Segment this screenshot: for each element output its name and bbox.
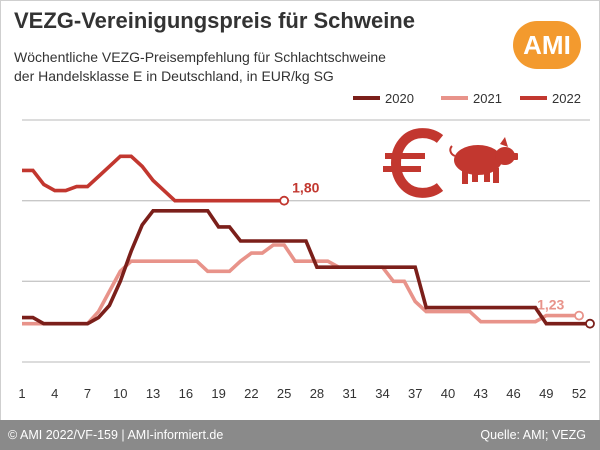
source-text: Quelle: AMI; VEZG bbox=[480, 428, 586, 442]
chart-title: VEZG-Vereinigungspreis für Schweine bbox=[14, 8, 415, 33]
end-marker-2020 bbox=[585, 318, 595, 329]
series-line-2020 bbox=[22, 209, 590, 326]
footer-bar: © AMI 2022/VF-159 | AMI-informiert.de Qu… bbox=[0, 420, 600, 450]
series-lines bbox=[22, 154, 590, 326]
end-marker-2022 bbox=[279, 195, 290, 206]
end-marker-2021 bbox=[574, 310, 584, 321]
copyright-text: © AMI 2022/VF-159 | AMI-informiert.de bbox=[8, 428, 224, 442]
ami-logo: AMI bbox=[513, 21, 581, 69]
x-tick-label-28: 28 bbox=[310, 386, 324, 401]
x-tick-label-31: 31 bbox=[342, 386, 356, 401]
x-tick-label-1: 1 bbox=[18, 386, 25, 401]
subtitle-line-2: der Handelsklasse E in Deutschland, in E… bbox=[14, 68, 334, 84]
annotations: 1,80 1,23 bbox=[292, 180, 564, 313]
series-line-2021 bbox=[22, 243, 580, 326]
x-tick-label-10: 10 bbox=[113, 386, 127, 401]
x-tick-label-7: 7 bbox=[84, 386, 91, 401]
x-tick-label-4: 4 bbox=[51, 386, 58, 401]
legend-label-2021: 2021 bbox=[473, 91, 502, 106]
series-line-2022 bbox=[22, 154, 285, 203]
x-tick-label-25: 25 bbox=[277, 386, 291, 401]
x-tick-label-46: 46 bbox=[506, 386, 520, 401]
x-tick-label-43: 43 bbox=[474, 386, 488, 401]
x-tick-label-19: 19 bbox=[211, 386, 225, 401]
x-tick-label-49: 49 bbox=[539, 386, 553, 401]
legend-label-2022: 2022 bbox=[552, 91, 581, 106]
annotation-2021: 1,23 bbox=[537, 297, 564, 313]
chart-subtitle: Wöchentliche VEZG-Preisempfehlung für Sc… bbox=[14, 48, 414, 86]
pig-icon bbox=[449, 137, 518, 184]
x-tick-label-40: 40 bbox=[441, 386, 455, 401]
x-tick-label-13: 13 bbox=[146, 386, 160, 401]
x-axis-ticks: 1 4 7 10 13 16 19 22 25 28 31 34 37 40 43 46 49 52 bbox=[18, 386, 586, 401]
x-tick-label-16: 16 bbox=[179, 386, 193, 401]
legend: 2020 2021 2022 bbox=[353, 91, 581, 106]
x-tick-label-52: 52 bbox=[572, 386, 586, 401]
end-markers bbox=[279, 195, 595, 329]
x-tick-label-34: 34 bbox=[375, 386, 389, 401]
x-tick-label-37: 37 bbox=[408, 386, 422, 401]
annotation-2022: 1,80 bbox=[292, 180, 319, 196]
x-tick-label-22: 22 bbox=[244, 386, 258, 401]
euro-icon bbox=[383, 128, 444, 198]
legend-label-2020: 2020 bbox=[385, 91, 414, 106]
subtitle-line-1: Wöchentliche VEZG-Preisempfehlung für Sc… bbox=[14, 49, 386, 65]
